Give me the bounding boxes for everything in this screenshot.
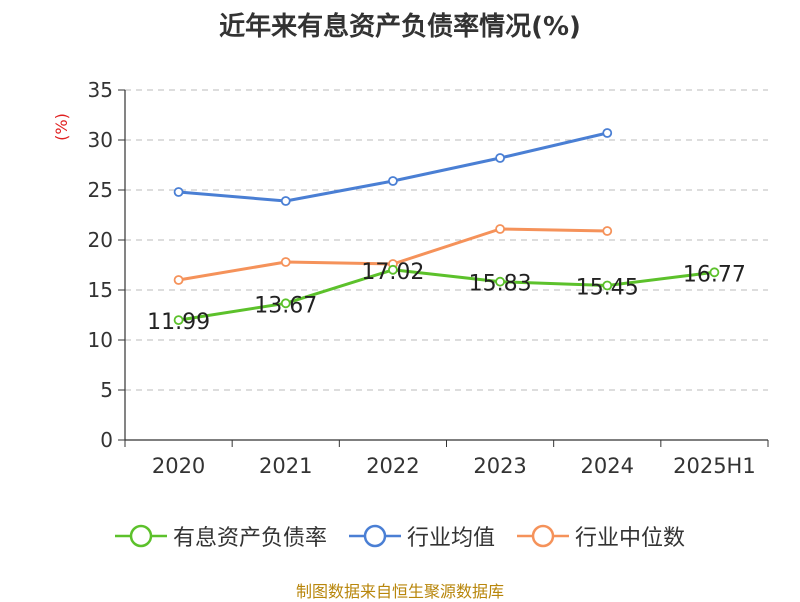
- y-tick-label: 25: [88, 178, 113, 202]
- legend-item[interactable]: 行业中位数: [517, 520, 685, 552]
- series-lines: [173, 128, 720, 326]
- legend-label: 行业中位数: [575, 526, 686, 551]
- x-tick-label: 2023: [473, 454, 526, 478]
- axes: [124, 90, 768, 441]
- data-point: [280, 196, 291, 206]
- series-line: [178, 131, 608, 203]
- y-tick-label: 30: [88, 128, 113, 152]
- x-axis-ticks: 2020 2021 2022 2023 2024 2025H1: [124, 440, 769, 478]
- data-point: [495, 224, 505, 234]
- y-tick-label: 5: [100, 378, 113, 402]
- y-tick-label: 15: [88, 278, 113, 302]
- legend-swatch: [348, 524, 401, 548]
- y-tick-label: 35: [88, 78, 113, 102]
- x-tick-label: 2021: [259, 454, 312, 478]
- data-point: [602, 128, 613, 138]
- legend: 有息资产负债率 行业均值 行业中位数: [0, 520, 800, 552]
- data-point: [388, 176, 398, 186]
- data-point: [495, 153, 505, 163]
- legend-item[interactable]: 行业均值: [348, 520, 495, 552]
- y-tick-label: 20: [88, 228, 113, 252]
- y-axis-ticks: 0 5 10 15 20 25 30 35: [88, 78, 125, 452]
- x-tick-label: 2024: [581, 454, 634, 478]
- data-label: 16.77: [683, 262, 746, 287]
- legend-label: 行业均值: [406, 526, 495, 551]
- data-point: [388, 264, 398, 275]
- chart-title: 近年来有息资产负债率情况(%): [219, 12, 581, 42]
- y-axis-label: (%): [52, 113, 71, 141]
- x-tick-label: 2022: [366, 454, 419, 478]
- data-point: [495, 276, 505, 287]
- data-point: [280, 257, 291, 267]
- legend-swatch: [517, 524, 569, 548]
- data-label: 15.83: [469, 272, 532, 297]
- data-point: [173, 315, 184, 326]
- x-tick-label: 2020: [152, 454, 205, 478]
- data-point: [173, 275, 184, 285]
- source-note: 制图数据来自恒生聚源数据库: [295, 582, 504, 601]
- data-point: [280, 298, 291, 309]
- series-line: [178, 268, 715, 322]
- y-tick-label: 0: [100, 428, 113, 452]
- data-point: [709, 267, 720, 278]
- legend-swatch: [114, 524, 167, 548]
- x-tick-label: 2025H1: [673, 454, 756, 478]
- data-point: [173, 187, 184, 197]
- data-labels: 11.99 13.67 17.02 15.83 15.45 16.77: [147, 260, 746, 335]
- data-label: 15.45: [576, 276, 639, 301]
- data-label: 13.67: [254, 293, 317, 318]
- data-point: [602, 226, 613, 236]
- legend-label: 有息资产负债率: [172, 526, 327, 551]
- data-label: 17.02: [361, 260, 424, 285]
- data-label: 11.99: [147, 310, 210, 335]
- legend-item[interactable]: 有息资产负债率: [114, 520, 327, 552]
- grid-lines: [125, 89, 768, 391]
- y-tick-label: 10: [88, 328, 113, 352]
- data-point: [602, 280, 613, 291]
